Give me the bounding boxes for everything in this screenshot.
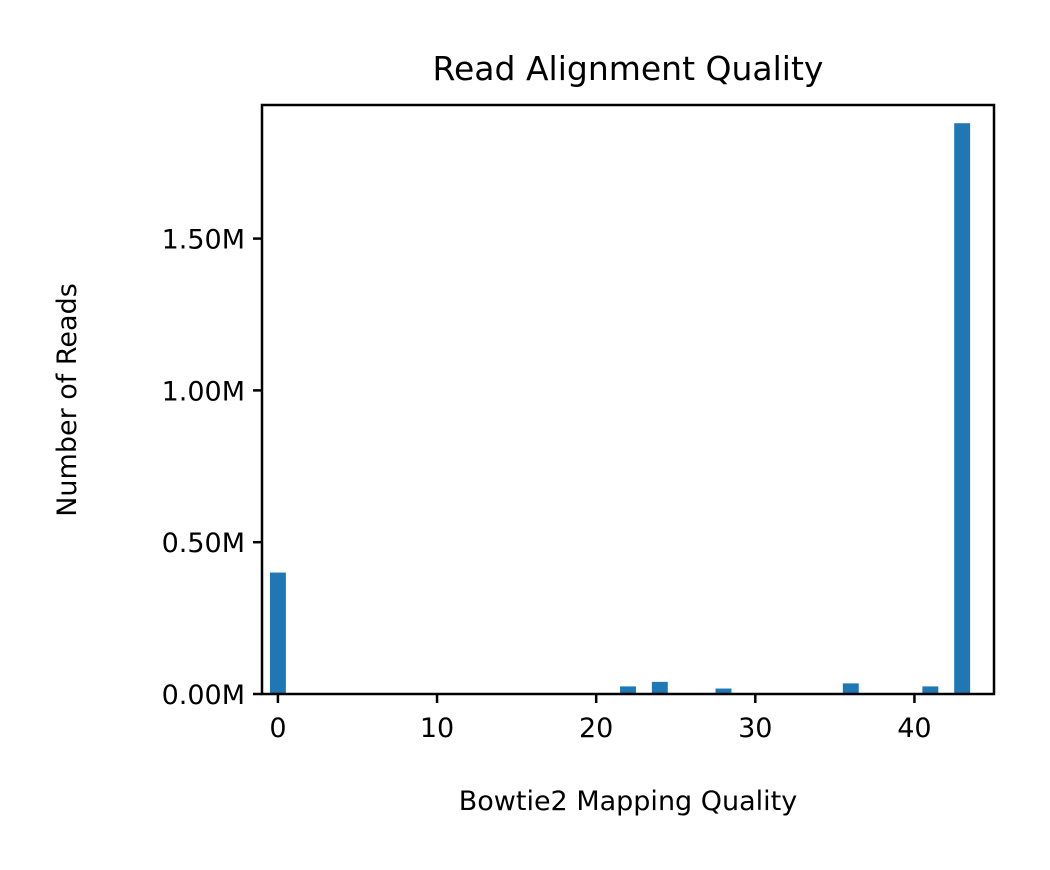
y-tick-label: 0.50M <box>162 528 245 559</box>
bar-x41 <box>922 686 939 694</box>
bar-group <box>269 123 971 694</box>
bar-x36 <box>842 683 859 694</box>
bar-x28 <box>715 688 732 694</box>
y-tick-label: 1.00M <box>162 376 245 407</box>
y-axis-ticks: 0.00M 0.50M 1.00M 1.50M <box>162 225 262 711</box>
bar-x0 <box>269 572 286 694</box>
chart-title: Read Alignment Quality <box>433 49 824 88</box>
x-tick-label: 30 <box>738 713 772 744</box>
plot-frame <box>260 103 996 696</box>
bar-x43 <box>954 123 971 694</box>
x-tick-label: 40 <box>897 713 931 744</box>
bar-x22 <box>620 686 636 694</box>
x-axis-ticks: 0 10 20 30 40 <box>269 694 932 744</box>
y-axis-label: Number of Reads <box>52 283 83 517</box>
x-tick-label: 10 <box>420 713 454 744</box>
y-tick-label: 0.00M <box>162 680 245 711</box>
bar-x24 <box>651 681 668 694</box>
x-tick-label: 20 <box>579 713 613 744</box>
y-tick-label: 1.50M <box>162 225 245 256</box>
x-tick-label: 0 <box>269 713 286 744</box>
x-axis-label: Bowtie2 Mapping Quality <box>459 786 798 817</box>
